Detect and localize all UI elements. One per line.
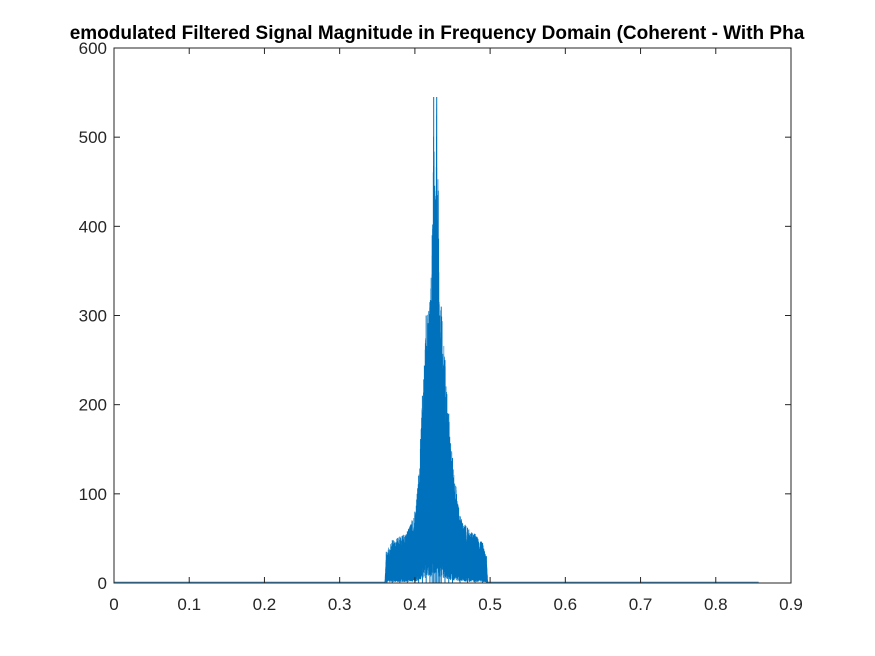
y-tick-label: 0 [98, 574, 107, 593]
x-tick-label: 0.3 [328, 595, 352, 614]
x-tick-label: 0 [109, 595, 118, 614]
x-tick-label: 0.6 [554, 595, 578, 614]
y-tick-label: 500 [79, 128, 107, 147]
x-tick-label: 0.7 [629, 595, 653, 614]
y-tick-label: 200 [79, 396, 107, 415]
plot-area [114, 48, 791, 583]
x-tick-label: 0.9 [779, 595, 803, 614]
x-tick-label: 0.1 [177, 595, 201, 614]
chart-title: emodulated Filtered Signal Magnitude in … [70, 23, 805, 44]
y-tick-label: 100 [79, 485, 107, 504]
y-tick-label: 400 [79, 217, 107, 236]
axes: 0 0.1 0.2 0.3 0.4 0.5 0.6 0.7 0.8 0.9 0 100 200 300 40… [79, 39, 803, 614]
x-tick-label: 0.5 [478, 595, 502, 614]
y-tick-label: 300 [79, 307, 107, 326]
x-tick-label: 0.4 [403, 595, 427, 614]
x-tick-label: 0.8 [704, 595, 728, 614]
y-tick-label: 600 [79, 39, 107, 58]
x-tick-label: 0.2 [253, 595, 277, 614]
